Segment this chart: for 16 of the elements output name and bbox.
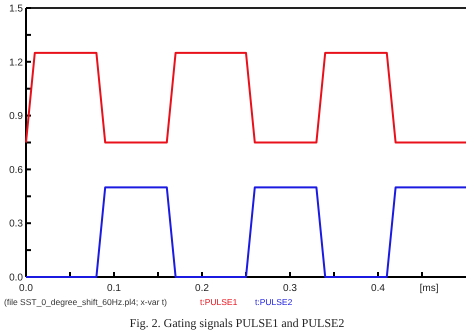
x-tick-label: 0.4	[371, 283, 386, 294]
y-tick-label: 0.3	[9, 218, 24, 230]
text: t:PULSE2	[255, 297, 293, 307]
x-tick-label: 0.2	[195, 283, 210, 294]
y-tick-label: 0.9	[9, 111, 24, 122]
x-tick-label: 0.0	[19, 283, 34, 294]
y-tick-label: 1.2	[9, 57, 24, 68]
x-axis-title: [ms]	[420, 283, 439, 294]
x-tick-label: 0.3	[283, 283, 298, 294]
text: t:PULSE1	[200, 297, 238, 307]
caption: Fig. 2. Gating signals PULSE1 and PULSE2	[130, 316, 344, 330]
y-tick-label: 0.0	[9, 272, 24, 284]
y-tick-label: 1.5	[9, 4, 24, 14]
y-tick-label: 0.6	[9, 164, 24, 176]
x-tick-label: 0.1	[107, 283, 122, 294]
text: (file SST_0_degree_shift_60Hz.pl4; x-var t)	[4, 297, 168, 307]
